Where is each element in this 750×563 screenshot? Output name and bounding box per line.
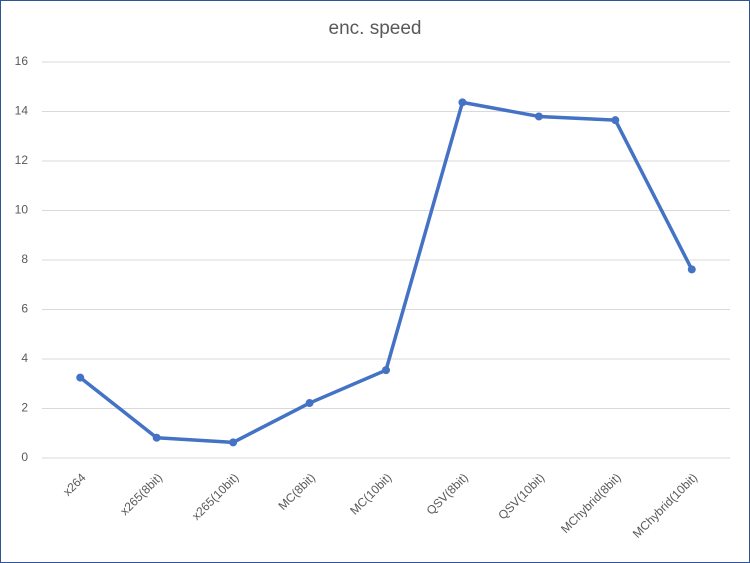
y-tick-label: 10 — [15, 203, 29, 217]
data-point — [305, 399, 314, 408]
chart-title: enc. speed — [329, 18, 422, 39]
y-tick-label: 8 — [21, 252, 28, 266]
y-tick-label: 4 — [21, 351, 28, 365]
y-tick-label: 14 — [15, 104, 29, 118]
data-point — [382, 366, 390, 375]
data-point — [229, 438, 238, 447]
y-tick-label: 6 — [21, 302, 28, 316]
data-point — [152, 433, 161, 442]
y-tick-label: 2 — [21, 401, 28, 415]
data-point — [687, 265, 696, 274]
data-point — [76, 373, 85, 382]
y-tick-label: 12 — [15, 153, 29, 167]
data-point — [458, 98, 467, 107]
y-tick-label: 16 — [15, 54, 29, 68]
data-point — [611, 116, 620, 125]
y-tick-label: 0 — [21, 450, 28, 464]
data-point — [534, 112, 543, 121]
